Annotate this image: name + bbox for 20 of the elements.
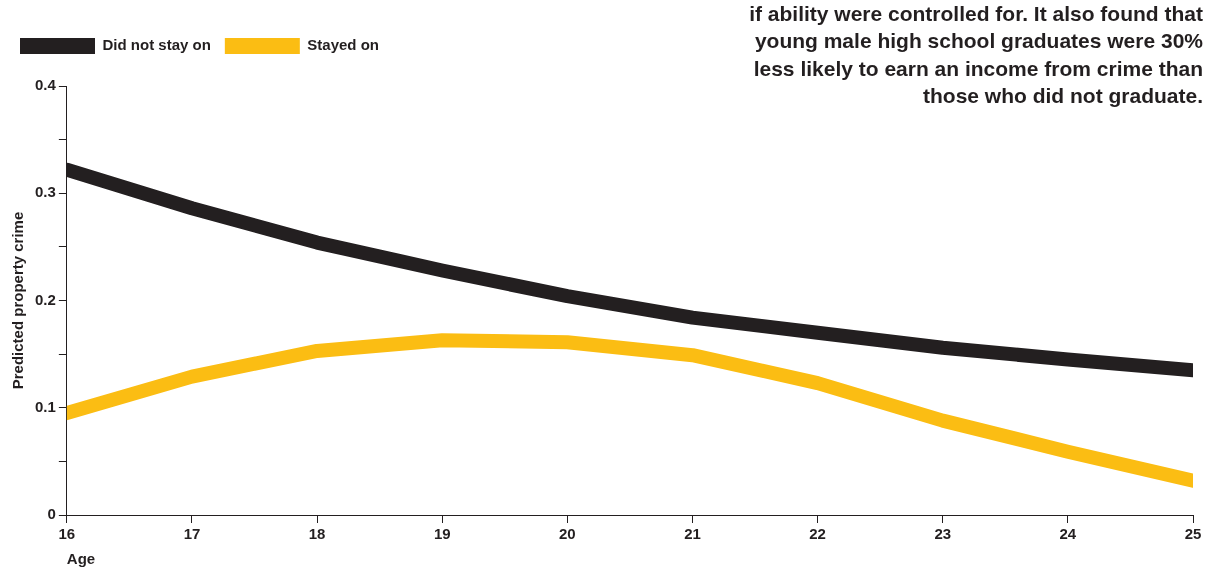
annotation: if ability were controlled for. It also found that young male high school graduates were 30% less likely to earn an income from crime than those who did not graduate. xyxy=(748,1,1203,109)
x-tick-label: 18 xyxy=(308,525,326,543)
y-tick-label: 0 xyxy=(47,505,56,523)
legend-label: Stayed on xyxy=(307,36,380,54)
x-tick-label: 25 xyxy=(1184,525,1202,543)
y-tick-label: 0.2 xyxy=(34,290,56,308)
x-tick-label: 22 xyxy=(809,525,826,543)
x-tick-label: 17 xyxy=(183,525,201,543)
x-tick-label: 20 xyxy=(559,525,576,543)
y-axis-title: Predicted property crime xyxy=(9,211,27,390)
x-tick-label: 21 xyxy=(684,525,701,543)
y-tick-label: 0.3 xyxy=(34,183,56,201)
x-tick-label: 24 xyxy=(1059,525,1077,543)
x-tick-label: 23 xyxy=(934,525,952,543)
x-axis-title: Age xyxy=(66,550,96,568)
legend-label: Did not stay on xyxy=(102,36,211,54)
x-tick-label: 16 xyxy=(58,525,76,543)
y-tick-label: 0.1 xyxy=(34,397,56,415)
x-tick-label: 19 xyxy=(433,525,451,543)
y-tick-label: 0.4 xyxy=(34,76,57,94)
